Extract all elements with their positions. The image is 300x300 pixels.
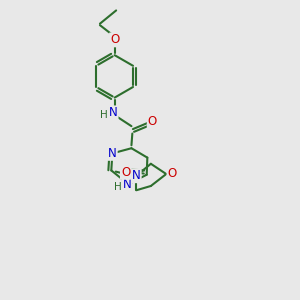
- Text: N: N: [109, 106, 118, 119]
- Text: N: N: [108, 147, 117, 160]
- Text: O: O: [167, 167, 177, 180]
- Text: O: O: [110, 33, 119, 46]
- Text: H: H: [113, 182, 121, 192]
- Text: N: N: [132, 169, 141, 182]
- Text: H: H: [100, 110, 108, 120]
- Text: O: O: [121, 166, 130, 179]
- Text: N: N: [122, 178, 131, 190]
- Text: O: O: [148, 115, 157, 128]
